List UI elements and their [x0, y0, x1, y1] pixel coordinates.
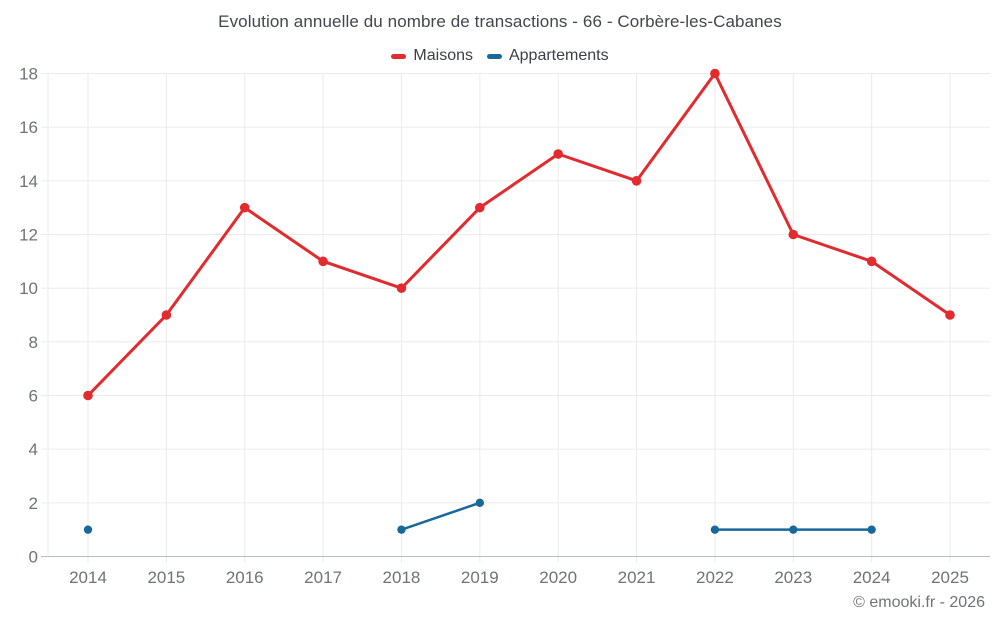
y-tick-label: 10	[19, 279, 38, 298]
x-tick-label: 2020	[539, 568, 577, 587]
y-tick-label: 16	[19, 118, 38, 137]
y-tick-label: 14	[19, 172, 38, 191]
point-maisons-2024[interactable]	[866, 256, 877, 267]
chart-legend: Maisons Appartements	[0, 46, 1000, 66]
x-tick-label: 2015	[147, 568, 185, 587]
point-appartements-2022[interactable]	[710, 525, 720, 534]
point-maisons-2016[interactable]	[239, 202, 250, 213]
x-tick-label: 2021	[618, 568, 656, 587]
y-tick-label: 4	[29, 440, 38, 459]
point-appartements-2014[interactable]	[83, 525, 93, 534]
y-tick-label: 8	[29, 333, 38, 352]
point-appartements-2023[interactable]	[789, 525, 798, 534]
copyright: © emooki.fr - 2026	[853, 594, 985, 611]
y-tick-label: 2	[29, 494, 38, 513]
x-tick-label: 2022	[696, 568, 734, 587]
line-maisons	[86, 72, 952, 397]
y-tick-label: 0	[29, 548, 38, 567]
x-tick-label: 2014	[69, 568, 107, 587]
point-maisons-2020[interactable]	[553, 149, 563, 159]
point-appartements-2019[interactable]	[475, 498, 485, 508]
chart-title: Evolution annuelle du nombre de transact…	[218, 12, 782, 31]
point-maisons-2018[interactable]	[396, 283, 407, 293]
legend-label-maisons: Maisons	[413, 47, 473, 64]
legend-swatch-maisons	[391, 53, 407, 59]
point-maisons-2023[interactable]	[788, 229, 799, 240]
point-appartements-2024[interactable]	[867, 525, 876, 534]
y-tick-label: 12	[19, 226, 38, 245]
legend-label-appartements: Appartements	[508, 47, 609, 64]
point-maisons-2021[interactable]	[631, 176, 642, 186]
point-maisons-2022[interactable]	[710, 68, 720, 79]
point-maisons-2015[interactable]	[161, 310, 172, 320]
x-tick-label: 2023	[774, 568, 812, 587]
point-maisons-2017[interactable]	[318, 256, 328, 267]
x-tick-label: 2025	[931, 568, 969, 587]
x-tick-label: 2016	[226, 568, 264, 587]
x-tick-label: 2018	[383, 568, 421, 587]
legend-item-maisons[interactable]: Maisons	[391, 47, 473, 65]
point-maisons-2014[interactable]	[83, 390, 93, 401]
point-maisons-2025[interactable]	[945, 310, 955, 320]
y-tick-label: 6	[29, 387, 38, 406]
line-appartements	[400, 501, 482, 531]
legend-item-appartements[interactable]: Appartements	[486, 47, 609, 65]
x-tick-label: 2017	[304, 568, 342, 587]
y-tick-label: 18	[19, 65, 38, 84]
legend-swatch-appartements	[486, 53, 502, 59]
x-tick-label: 2024	[853, 568, 891, 587]
point-maisons-2019[interactable]	[475, 202, 485, 213]
point-appartements-2018[interactable]	[397, 525, 406, 534]
x-tick-label: 2019	[461, 568, 499, 587]
